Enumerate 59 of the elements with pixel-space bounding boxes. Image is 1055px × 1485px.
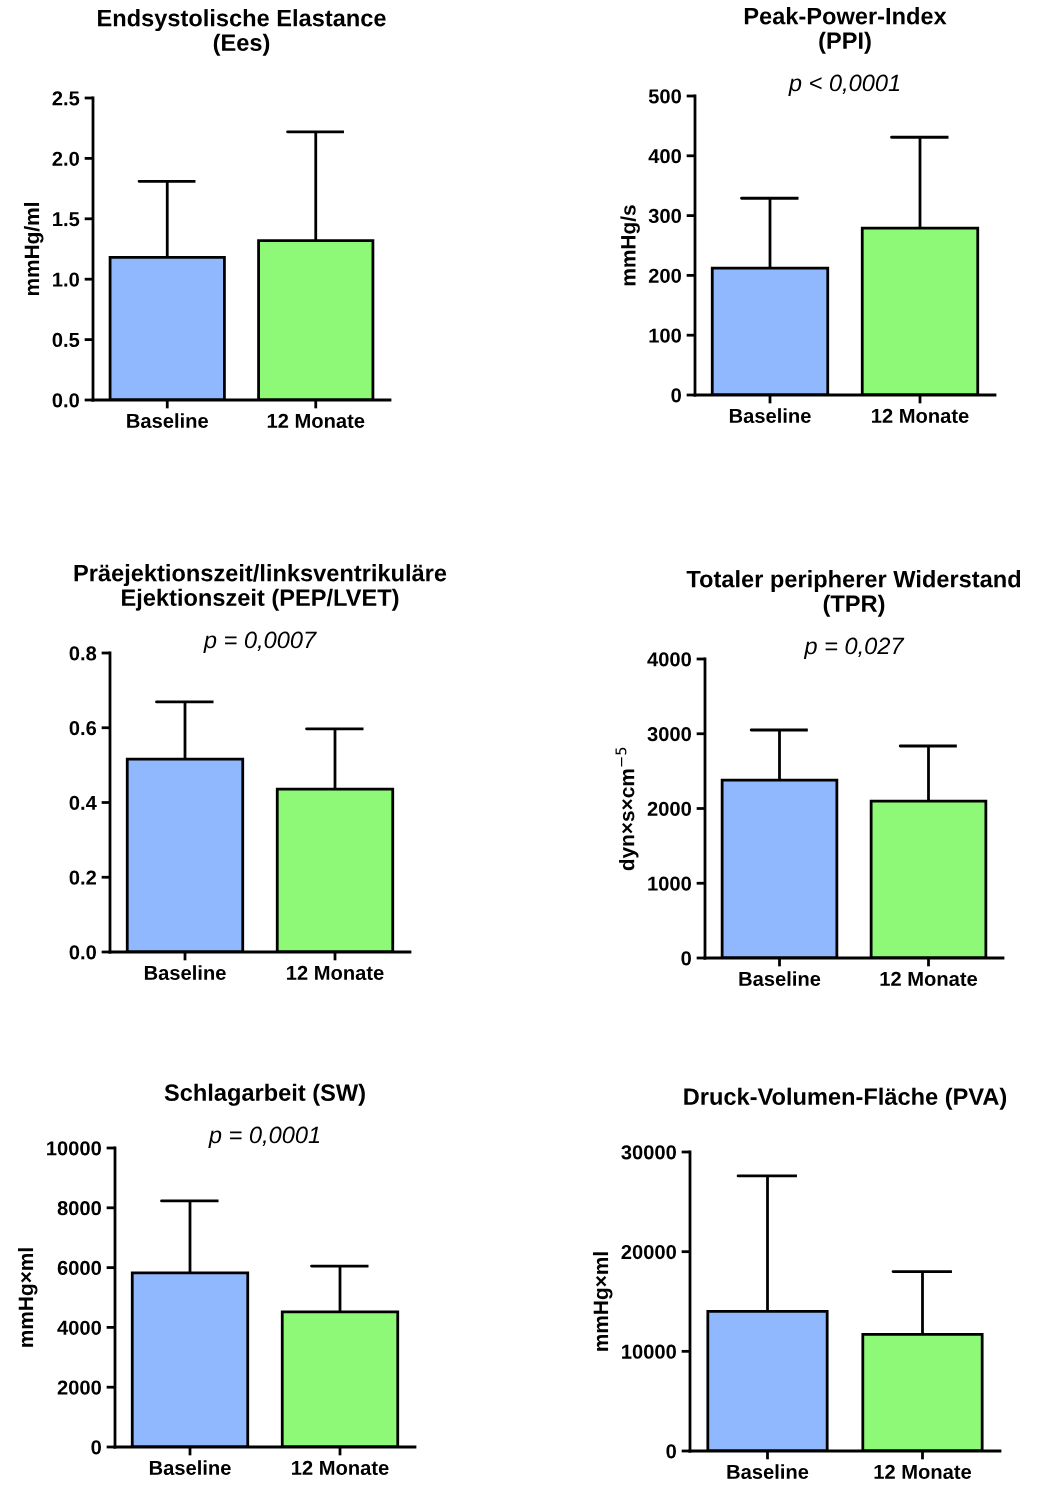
y-tick-label: 500	[648, 89, 681, 104]
y-tick-label: 3000	[647, 726, 691, 742]
y-axis-title: mmHg×ml	[17, 1248, 38, 1347]
chart-title: Druck-Volumen-Fläche (PVA)	[684, 1087, 1007, 1110]
y-tick-label: 0.6	[69, 720, 97, 736]
y-tick-label: 0	[681, 951, 691, 966]
x-tick-label: Baseline	[727, 1464, 809, 1479]
annotation: p = 0,0007	[203, 631, 317, 653]
x-tick-label: 12 Monate	[880, 971, 978, 986]
x-tick-label: 12 Monate	[292, 1460, 389, 1475]
y-tick-label: 0.0	[69, 945, 96, 960]
x-tick-label: Baseline	[729, 408, 811, 423]
y-tick-label: 4000	[57, 1320, 101, 1335]
y-axis-title: mmHg/s	[620, 205, 640, 286]
x-tick-label: Baseline	[149, 1460, 231, 1475]
chart-title: Totaler peripherer Widerstand (TPR)	[686, 570, 1021, 617]
y-tick-label: 20000	[621, 1244, 676, 1260]
chart-title: Peak-Power-Index (PPI)	[744, 7, 947, 54]
y-tick-label: 30000	[621, 1145, 676, 1160]
x-tick-label: 12 Monate	[872, 408, 969, 423]
y-tick-label: 2000	[647, 801, 691, 816]
y-tick-label: 400	[648, 149, 681, 164]
y-tick-label: 6000	[57, 1260, 101, 1276]
y-tick-label: 100	[649, 328, 681, 343]
y-tick-label: 1.0	[53, 272, 79, 287]
y-tick-label: 4000	[647, 652, 691, 667]
y-axis-title: mmHg/ml	[23, 203, 44, 296]
x-tick-label: Baseline	[739, 971, 821, 986]
x-tick-label: 12 Monate	[874, 1464, 972, 1479]
chart-title: Präejektionszeit/linksventrikuläre Ejektionszeit (PEP/LVET)	[74, 564, 447, 611]
y-tick-label: 0.5	[52, 332, 80, 348]
y-tick-label: 0	[91, 1440, 101, 1455]
y-axis-title: mmHg×ml	[592, 1252, 613, 1351]
y-axis-title: dyn×s×cm$^{−5}$	[615, 747, 639, 871]
y-tick-label: 0.4	[69, 795, 97, 810]
y-tick-label: 300	[648, 208, 681, 224]
y-tick-label: 0.2	[69, 870, 96, 885]
y-tick-label: 1000	[648, 876, 691, 891]
y-tick-label: 0.0	[52, 393, 79, 408]
y-tick-label: 0	[666, 1444, 676, 1459]
y-tick-label: 200	[648, 268, 681, 283]
x-tick-label: Baseline	[144, 965, 226, 980]
annotation: p < 0,0001	[788, 74, 900, 96]
y-tick-label: 8000	[57, 1201, 101, 1216]
y-tick-label: 2000	[57, 1380, 101, 1395]
chart-title: Schlagarbeit (SW)	[164, 1083, 365, 1106]
x-tick-label: 12 Monate	[267, 413, 365, 428]
y-tick-label: 2.0	[52, 151, 79, 166]
x-tick-label: 12 Monate	[287, 965, 384, 980]
chart-title: Endsystolische Elastance (Ees)	[98, 9, 386, 56]
y-tick-label: 0.8	[69, 646, 97, 661]
annotation: p = 0,0001	[208, 1126, 320, 1148]
y-tick-label: 10000	[47, 1141, 101, 1156]
annotation: p = 0,027	[803, 637, 905, 659]
y-tick-label: 1.5	[53, 212, 80, 227]
y-tick-label: 10000	[622, 1344, 676, 1359]
y-tick-label: 0	[671, 388, 681, 403]
x-tick-label: Baseline	[127, 413, 208, 428]
y-tick-label: 2.5	[52, 91, 80, 106]
